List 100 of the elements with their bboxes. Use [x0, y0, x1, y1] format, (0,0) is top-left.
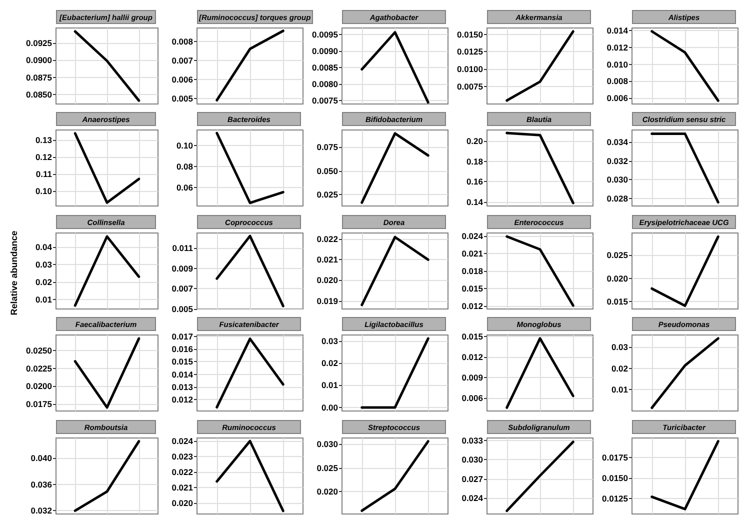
- y-tick-label: 0.0095: [312, 30, 338, 40]
- y-tick-label: 0.008: [606, 76, 628, 86]
- y-tick-label: 0.03: [611, 342, 628, 352]
- y-tick-label: 0.008: [172, 36, 194, 46]
- y-tick-label: 0.021: [316, 254, 338, 264]
- y-tick-label: 0.0850: [26, 89, 52, 100]
- y-tick-label: 0.13: [35, 136, 52, 146]
- y-tick-label: 0.050: [316, 166, 338, 176]
- y-tick-label: 0.0925: [26, 38, 52, 48]
- y-tick-label: 0.022: [316, 234, 338, 244]
- y-tick-label: 0.022: [172, 466, 194, 477]
- y-tick-label: 0.009: [172, 263, 194, 274]
- y-tick-label: 0.012: [462, 300, 484, 311]
- y-tick-label: 0.013: [172, 382, 194, 392]
- y-tick-label: 0.02: [35, 276, 52, 287]
- y-tick-label: 0.007: [172, 55, 194, 66]
- y-tick-label: 0.0250: [26, 346, 52, 356]
- y-tick-label: 0.006: [462, 393, 484, 404]
- y-tick-label: 0.020: [606, 273, 628, 284]
- y-tick-label: 0.015: [172, 356, 194, 367]
- y-tick-label: 0.015: [606, 296, 628, 306]
- y-tick-label: 0.0100: [457, 64, 484, 74]
- y-tick-label: 0.006: [172, 74, 194, 84]
- y-tick-label: 0.007: [172, 284, 194, 294]
- y-tick-label: 0.005: [172, 93, 194, 104]
- y-tick-label: 0.032: [606, 156, 628, 166]
- y-tick-label: 0.016: [172, 344, 194, 354]
- y-tick-label: 0.04: [35, 242, 52, 252]
- y-tick-label: 0.14: [466, 197, 484, 208]
- y-tick-label: 0.036: [30, 478, 52, 489]
- y-tick-label: 0.0175: [602, 452, 628, 462]
- y-tick-label: 0.017: [172, 331, 194, 342]
- y-tick-label: 0.030: [316, 438, 338, 449]
- y-tick-label: 0.0125: [602, 493, 628, 504]
- y-tick-label: 0.0125: [457, 46, 484, 57]
- y-tick-label: 0.023: [172, 451, 194, 462]
- y-tick-label: 0.08: [176, 162, 194, 172]
- y-tick-label: 0.012: [606, 42, 628, 52]
- y-tick-label: 0.024: [172, 436, 194, 446]
- y-tick-label: 0.0875: [26, 72, 52, 82]
- y-tick-label: 0.075: [316, 142, 338, 153]
- y-axis-title: Relative abundance: [9, 230, 19, 316]
- y-tick-label: 0.020: [172, 498, 194, 508]
- y-tick-label: 0.020: [316, 486, 338, 496]
- y-tick-label: 0.10: [35, 186, 52, 196]
- y-tick-label: 0.0080: [312, 79, 338, 90]
- y-tick-label: 0.01: [35, 294, 52, 304]
- y-tick-label: 0.014: [172, 369, 194, 380]
- y-tick-label: 0.015: [462, 283, 484, 294]
- y-tick-label: 0.03: [35, 259, 52, 270]
- y-tick-label: 0.025: [606, 250, 628, 260]
- y-tick-label: 0.16: [466, 177, 484, 188]
- y-tick-label: 0.01: [321, 380, 338, 390]
- y-tick-label: 0.0225: [26, 364, 52, 374]
- y-tick-label: 0.015: [462, 332, 484, 342]
- y-tick-label: 0.009: [462, 372, 484, 383]
- y-tick-label: 0.0150: [457, 29, 484, 40]
- y-tick-label: 0.034: [606, 138, 628, 148]
- y-tick-label: 0.18: [466, 156, 484, 167]
- y-tick-label: 0.033: [462, 435, 484, 446]
- y-tick-label: 0.0085: [312, 62, 338, 73]
- y-tick-label: 0.20: [466, 136, 484, 147]
- y-tick-label: 0.006: [606, 93, 628, 104]
- y-tick-label: 0.0900: [26, 55, 52, 66]
- y-tick-label: 0.012: [462, 352, 484, 362]
- y-tick-label: 0.11: [36, 169, 52, 180]
- y-tick-label: 0.0150: [602, 472, 628, 483]
- y-tick-label: 0.02: [611, 363, 628, 374]
- y-tick-label: 0.12: [35, 152, 52, 162]
- y-tick-label: 0.025: [316, 462, 338, 472]
- y-tick-label: 0.012: [172, 394, 194, 405]
- y-tick-label: 0.03: [321, 336, 338, 346]
- y-tick-label: 0.01: [611, 384, 628, 395]
- y-tick-label: 0.010: [606, 59, 628, 70]
- y-tick-label: 0.028: [606, 194, 628, 204]
- y-tick-label: 0.0175: [26, 399, 52, 410]
- y-tick-label: 0.020: [316, 275, 338, 286]
- y-tick-label: 0.018: [462, 266, 484, 276]
- y-tick-label: 0.10: [176, 141, 194, 152]
- y-tick-label: 0.024: [462, 492, 484, 503]
- y-tick-label: 0.019: [316, 296, 338, 306]
- y-tick-label: 0.021: [172, 482, 194, 492]
- y-tick-label: 0.030: [462, 454, 484, 464]
- y-tick-label: 0.040: [30, 452, 52, 462]
- y-tick-label: 0.011: [172, 242, 194, 253]
- y-tick-label: 0.032: [30, 505, 52, 516]
- y-tick-label: 0.021: [462, 248, 484, 258]
- y-tick-label: 0.030: [606, 175, 628, 186]
- y-tick-label: 0.024: [462, 230, 484, 241]
- y-tick-label: 0.06: [176, 182, 194, 193]
- y-tick-label: 0.00: [321, 402, 338, 413]
- y-tick-label: 0.0090: [312, 46, 338, 56]
- y-tick-label: 0.005: [172, 304, 194, 314]
- y-tick-label: 0.027: [462, 473, 484, 484]
- y-tick-label: 0.02: [321, 358, 338, 368]
- y-tick-label: 0.0075: [457, 82, 484, 92]
- y-tick-label: 0.0200: [26, 381, 52, 392]
- y-tick-label: 0.014: [606, 26, 628, 36]
- y-tick-label: 0.0075: [312, 96, 338, 106]
- y-tick-label: 0.025: [316, 190, 338, 200]
